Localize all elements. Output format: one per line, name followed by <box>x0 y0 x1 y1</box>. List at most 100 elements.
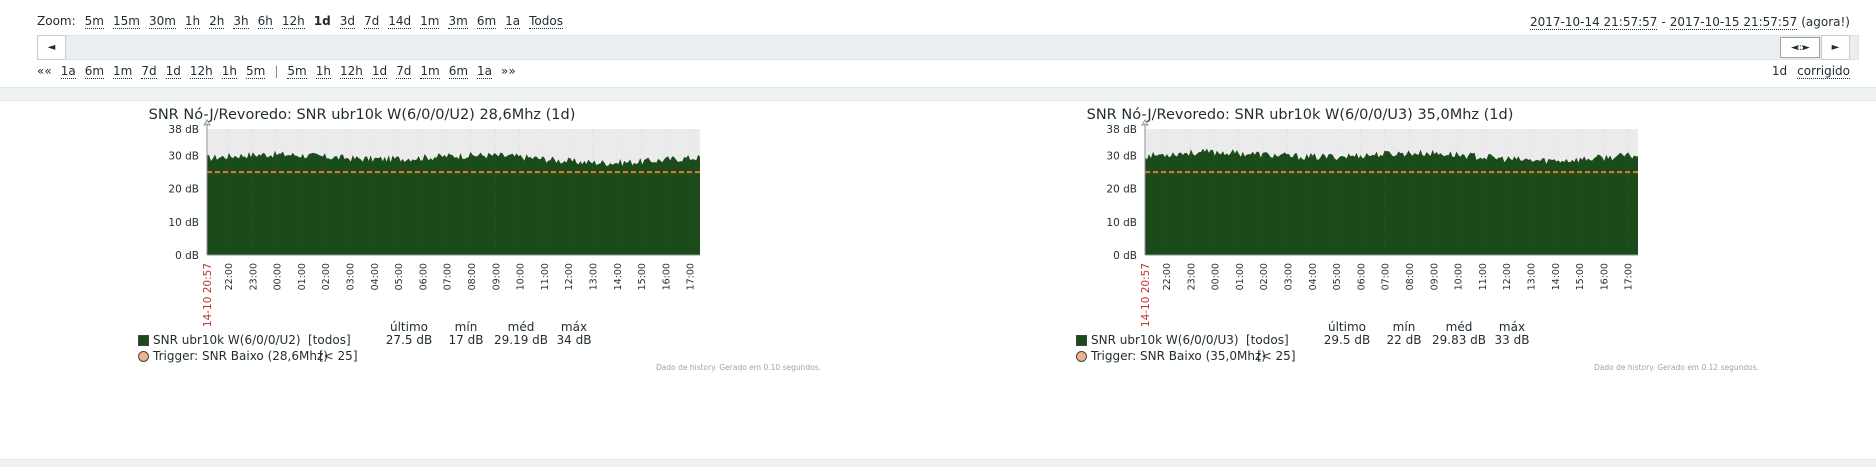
x-tick-label: 08:00 <box>467 263 478 290</box>
zoom-option-1m[interactable]: 1m <box>420 14 440 29</box>
zoom-option-7d[interactable]: 7d <box>364 14 380 29</box>
nav-forward-7d[interactable]: 7d <box>396 64 412 79</box>
x-tick-label: 23:00 <box>248 263 259 290</box>
zoom-option-6m[interactable]: 6m <box>476 14 497 29</box>
legend-value: 33 dB <box>1494 333 1530 347</box>
graph-legend: último mín méd máx 29.5 dB 22 dB 29.83 dB 33 dB… <box>1076 320 1636 370</box>
y-axis-arrow-icon <box>1141 119 1149 126</box>
nav-forward-1h[interactable]: 1h <box>315 64 331 79</box>
x-tick-label: 02:00 <box>1259 263 1270 290</box>
trigger-condition: [< 25] <box>1257 349 1296 363</box>
nav-separator: | <box>274 64 279 78</box>
x-tick-label: 01:00 <box>297 263 308 290</box>
x-start-label: 14-10 20:57 <box>202 263 214 327</box>
nav-forward-1a[interactable]: 1a <box>477 64 493 79</box>
period-to[interactable]: 2017-10-15 21:57:57 <box>1669 15 1798 30</box>
zoom-option-1d[interactable]: 1d <box>313 14 331 28</box>
zoom-option-1h[interactable]: 1h <box>184 14 201 29</box>
x-tick-label: 11:00 <box>540 263 551 290</box>
legend-value: 27.5 dB <box>385 333 433 347</box>
x-tick-label: 09:00 <box>491 263 502 290</box>
time-filter-panel: Zoom: 5m 15m 30m 1h 2h 3h 6h 12h 1d 3d 7d 14d 1m 3m 6m… <box>0 0 1876 88</box>
x-tick-label: 11:00 <box>1478 263 1489 290</box>
x-tick-label: 13:00 <box>589 263 600 290</box>
y-tick-label: 30 dB <box>168 151 199 163</box>
legend-series-row: SNR ubr10k W(6/0/0/U2) [todos] <box>138 333 351 347</box>
x-tick-label: 04:00 <box>1308 263 1319 290</box>
y-tick-label: 38 dB <box>168 124 199 136</box>
legend-header: mín <box>1392 320 1416 334</box>
x-tick-label: 10:00 <box>516 263 527 290</box>
legend-header: méd <box>507 320 535 334</box>
x-tick-label: 15:00 <box>1575 263 1586 290</box>
nav-back-7d[interactable]: 7d <box>141 64 157 79</box>
x-tick-label: 00:00 <box>273 263 284 290</box>
zoom-option-3d[interactable]: 3d <box>339 14 355 29</box>
x-tick-label: 05:00 <box>394 263 405 290</box>
scroll-left-button[interactable]: ◄ <box>37 35 66 60</box>
nav-back-6m[interactable]: 6m <box>84 64 105 79</box>
zoom-option-todos[interactable]: Todos <box>529 14 563 29</box>
nav-back-1m[interactable]: 1m <box>113 64 133 79</box>
y-tick-label: 0 dB <box>175 250 199 262</box>
x-tick-label: 02:00 <box>321 263 332 290</box>
graph-title: SNR Nó-J/Revoredo: SNR ubr10k W(6/0/0/U2… <box>148 107 576 123</box>
zoom-option-2h[interactable]: 2h <box>209 14 225 29</box>
scroll-handle[interactable]: ◄:::► <box>1780 37 1820 58</box>
trigger-swatch-icon <box>138 350 149 362</box>
nav-back-1a[interactable]: 1a <box>60 64 76 79</box>
series-swatch <box>138 334 149 346</box>
zoom-label: Zoom: <box>37 14 76 28</box>
series-name: SNR ubr10k W(6/0/0/U3) <box>1091 333 1239 347</box>
legend-value: 34 dB <box>556 333 592 347</box>
legend-header: mín <box>454 320 478 334</box>
zoom-option-6h[interactable]: 6h <box>257 14 273 29</box>
nav-forward-5m[interactable]: 5m <box>287 64 307 79</box>
period-from[interactable]: 2017-10-14 21:57:57 <box>1529 15 1658 30</box>
x-tick-label: 12:00 <box>564 263 575 290</box>
nav-back-all[interactable]: «« <box>37 64 52 78</box>
zoom-option-1a[interactable]: 1a <box>505 14 521 29</box>
graph-u3: SNR Nó-J/Revoredo: SNR ubr10k W(6/0/0/U3… <box>938 101 1759 461</box>
trigger-name: Trigger: SNR Baixo (35,0Mhz) <box>1091 349 1266 363</box>
nav-forward-6m[interactable]: 6m <box>448 64 469 79</box>
nav-forward-1m[interactable]: 1m <box>420 64 440 79</box>
zoom-option-3h[interactable]: 3h <box>233 14 249 29</box>
x-tick-label: 01:00 <box>1235 263 1246 290</box>
scroll-right-button[interactable]: ► <box>1821 35 1850 60</box>
nav-forward-all[interactable]: »» <box>501 64 516 78</box>
nav-forward-1d[interactable]: 1d <box>371 64 388 79</box>
nav-forward-12h[interactable]: 12h <box>339 64 363 79</box>
legend-trigger-row: Trigger: SNR Baixo (35,0Mhz) [< 25] <box>1076 349 1296 363</box>
x-tick-label: 17:00 <box>686 263 697 290</box>
legend-header: máx <box>1498 320 1526 334</box>
series-function: [todos] <box>1246 333 1289 347</box>
zoom-option-14d[interactable]: 14d <box>388 14 412 29</box>
x-start-label: 14-10 20:57 <box>1140 263 1152 327</box>
fixed-period-value: 1d <box>1771 64 1788 78</box>
fixed-mode-link[interactable]: corrigido <box>1797 64 1850 79</box>
timeline-scrollbar[interactable] <box>37 35 1859 60</box>
x-tick-label: 07:00 <box>1381 263 1392 290</box>
x-tick-label: 04:00 <box>370 263 381 290</box>
legend-header: máx <box>560 320 588 334</box>
period-dash: - <box>1661 15 1666 29</box>
trigger-swatch-icon <box>1076 350 1087 362</box>
nav-back-1h[interactable]: 1h <box>221 64 237 79</box>
nav-back-5m[interactable]: 5m <box>246 64 266 79</box>
zoom-option-12h[interactable]: 12h <box>281 14 305 29</box>
x-tick-label: 17:00 <box>1624 263 1635 290</box>
legend-header: último <box>389 320 428 334</box>
legend-value: 29.5 dB <box>1323 333 1371 347</box>
x-tick-label: 03:00 <box>1284 263 1295 290</box>
zoom-option-5m[interactable]: 5m <box>84 14 104 29</box>
nav-back-1d[interactable]: 1d <box>165 64 181 79</box>
zoom-option-30m[interactable]: 30m <box>148 14 176 29</box>
x-tick-label: 06:00 <box>418 263 429 290</box>
zoom-option-3m[interactable]: 3m <box>448 14 468 29</box>
nav-back-12h[interactable]: 12h <box>189 64 213 79</box>
legend-trigger-row: Trigger: SNR Baixo (28,6Mhz) [< 25] <box>138 349 358 363</box>
zoom-option-15m[interactable]: 15m <box>112 14 140 29</box>
